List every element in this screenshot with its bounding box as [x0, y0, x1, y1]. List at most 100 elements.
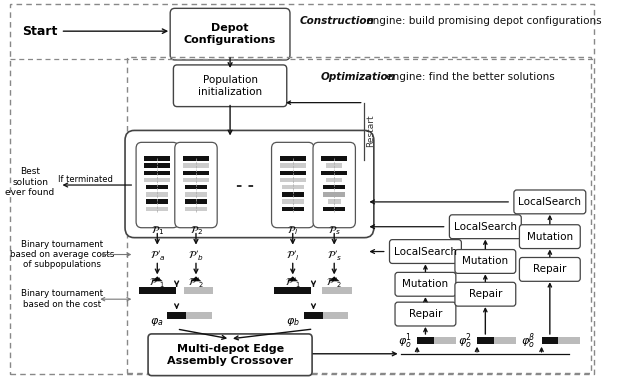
Bar	[477, 337, 493, 344]
Bar	[322, 287, 352, 294]
Bar	[328, 200, 340, 204]
Bar	[139, 287, 176, 294]
FancyBboxPatch shape	[170, 8, 290, 60]
Text: $\mathcal{P}''_1$: $\mathcal{P}''_1$	[285, 277, 301, 290]
Text: $\mathcal{P}''_2$: $\mathcal{P}''_2$	[326, 277, 342, 290]
Text: - -: - -	[236, 178, 254, 192]
Bar	[127, 57, 591, 373]
Bar	[185, 192, 207, 197]
Text: Best
solution
ever found: Best solution ever found	[6, 167, 55, 197]
Text: Mutation: Mutation	[403, 279, 449, 289]
Bar	[282, 185, 304, 189]
Bar	[168, 312, 186, 319]
FancyBboxPatch shape	[173, 65, 287, 107]
Text: Mutation: Mutation	[527, 232, 573, 242]
Text: Repair: Repair	[533, 264, 566, 274]
Bar	[321, 156, 347, 161]
Text: LocalSearch: LocalSearch	[518, 197, 581, 207]
Bar	[183, 170, 209, 175]
FancyBboxPatch shape	[455, 249, 516, 273]
Bar	[541, 337, 558, 344]
FancyBboxPatch shape	[313, 143, 355, 228]
Text: $\varphi_o^\beta$: $\varphi_o^\beta$	[522, 331, 536, 351]
Text: If terminated: If terminated	[58, 175, 113, 184]
Bar	[185, 185, 207, 189]
Bar	[326, 163, 342, 168]
Polygon shape	[287, 276, 298, 281]
Bar	[280, 156, 306, 161]
FancyBboxPatch shape	[395, 273, 456, 296]
FancyBboxPatch shape	[520, 225, 580, 249]
Text: Optimization: Optimization	[321, 72, 396, 82]
Text: LocalSearch: LocalSearch	[454, 222, 517, 232]
Bar	[280, 170, 306, 175]
Bar	[183, 178, 209, 182]
Bar	[280, 178, 306, 182]
Bar	[184, 287, 214, 294]
Text: Binary tournament
based on the cost: Binary tournament based on the cost	[21, 290, 104, 309]
Bar	[434, 337, 456, 344]
Bar	[145, 156, 170, 161]
Bar	[323, 185, 345, 189]
FancyBboxPatch shape	[390, 240, 461, 263]
Text: LocalSearch: LocalSearch	[394, 246, 457, 257]
Bar	[183, 163, 209, 168]
Bar	[145, 163, 170, 168]
Text: Mutation: Mutation	[462, 256, 508, 266]
Text: $\varphi_b$: $\varphi_b$	[286, 316, 300, 328]
Bar	[282, 207, 304, 211]
Bar	[185, 207, 207, 211]
Text: $\mathcal{P}'_s$: $\mathcal{P}'_s$	[326, 248, 342, 263]
Text: Repair: Repair	[468, 289, 502, 299]
FancyBboxPatch shape	[395, 302, 456, 326]
FancyBboxPatch shape	[136, 143, 179, 228]
Text: Repair: Repair	[409, 309, 442, 319]
Bar	[145, 170, 170, 175]
Bar	[183, 156, 209, 161]
Text: Population
initialization: Population initialization	[198, 75, 262, 96]
Bar	[147, 207, 168, 211]
FancyBboxPatch shape	[148, 334, 312, 376]
Bar	[493, 337, 516, 344]
FancyBboxPatch shape	[125, 130, 374, 238]
Bar	[304, 312, 323, 319]
Text: $\mathcal{P}'_l$: $\mathcal{P}'_l$	[286, 248, 300, 263]
FancyBboxPatch shape	[175, 143, 217, 228]
Text: $\varphi_o^1$: $\varphi_o^1$	[397, 331, 412, 351]
Bar	[326, 178, 342, 182]
Text: $\mathcal{P}_s$: $\mathcal{P}_s$	[328, 224, 340, 237]
Text: $\mathcal{P}'_a$: $\mathcal{P}'_a$	[150, 248, 165, 263]
Bar	[186, 312, 212, 319]
FancyBboxPatch shape	[455, 282, 516, 306]
Text: Restart: Restart	[367, 114, 376, 147]
Bar	[282, 192, 304, 197]
Bar	[321, 170, 347, 175]
Bar	[282, 200, 304, 204]
Text: $\varphi_o^2$: $\varphi_o^2$	[458, 331, 472, 351]
Polygon shape	[191, 276, 202, 281]
FancyBboxPatch shape	[449, 215, 521, 239]
Bar	[323, 312, 349, 319]
Bar	[147, 185, 168, 189]
FancyBboxPatch shape	[514, 190, 586, 214]
Polygon shape	[152, 276, 163, 281]
Bar	[323, 207, 345, 211]
Bar	[275, 287, 311, 294]
Text: $\mathcal{P}_2$: $\mathcal{P}_2$	[189, 224, 202, 237]
Bar	[280, 163, 306, 168]
Bar	[323, 192, 345, 197]
Text: Construction: Construction	[300, 16, 375, 26]
Text: $\mathcal{P}_l$: $\mathcal{P}_l$	[287, 224, 298, 237]
Polygon shape	[329, 276, 340, 281]
Text: $\mathcal{P}'_b$: $\mathcal{P}'_b$	[188, 248, 204, 263]
Bar	[558, 337, 580, 344]
FancyBboxPatch shape	[271, 143, 314, 228]
Bar	[147, 200, 168, 204]
Bar	[417, 337, 434, 344]
Text: engine: find the better solutions: engine: find the better solutions	[383, 72, 555, 82]
Text: engine: build promising depot configurations: engine: build promising depot configurat…	[363, 16, 602, 26]
Text: Start: Start	[22, 25, 58, 38]
FancyBboxPatch shape	[520, 257, 580, 281]
Text: Depot
Configurations: Depot Configurations	[184, 23, 276, 45]
Text: Multi-depot Edge
Assembly Crossover: Multi-depot Edge Assembly Crossover	[167, 344, 293, 366]
